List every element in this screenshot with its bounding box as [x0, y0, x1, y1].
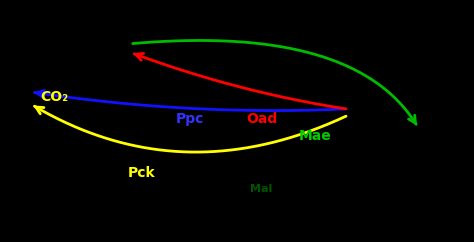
Text: Ppc: Ppc [175, 113, 204, 126]
Text: Mal: Mal [250, 184, 272, 194]
Text: Mae: Mae [299, 129, 331, 143]
Text: Pck: Pck [128, 166, 155, 180]
Text: CO₂: CO₂ [40, 90, 68, 104]
Text: Oad: Oad [246, 113, 278, 126]
